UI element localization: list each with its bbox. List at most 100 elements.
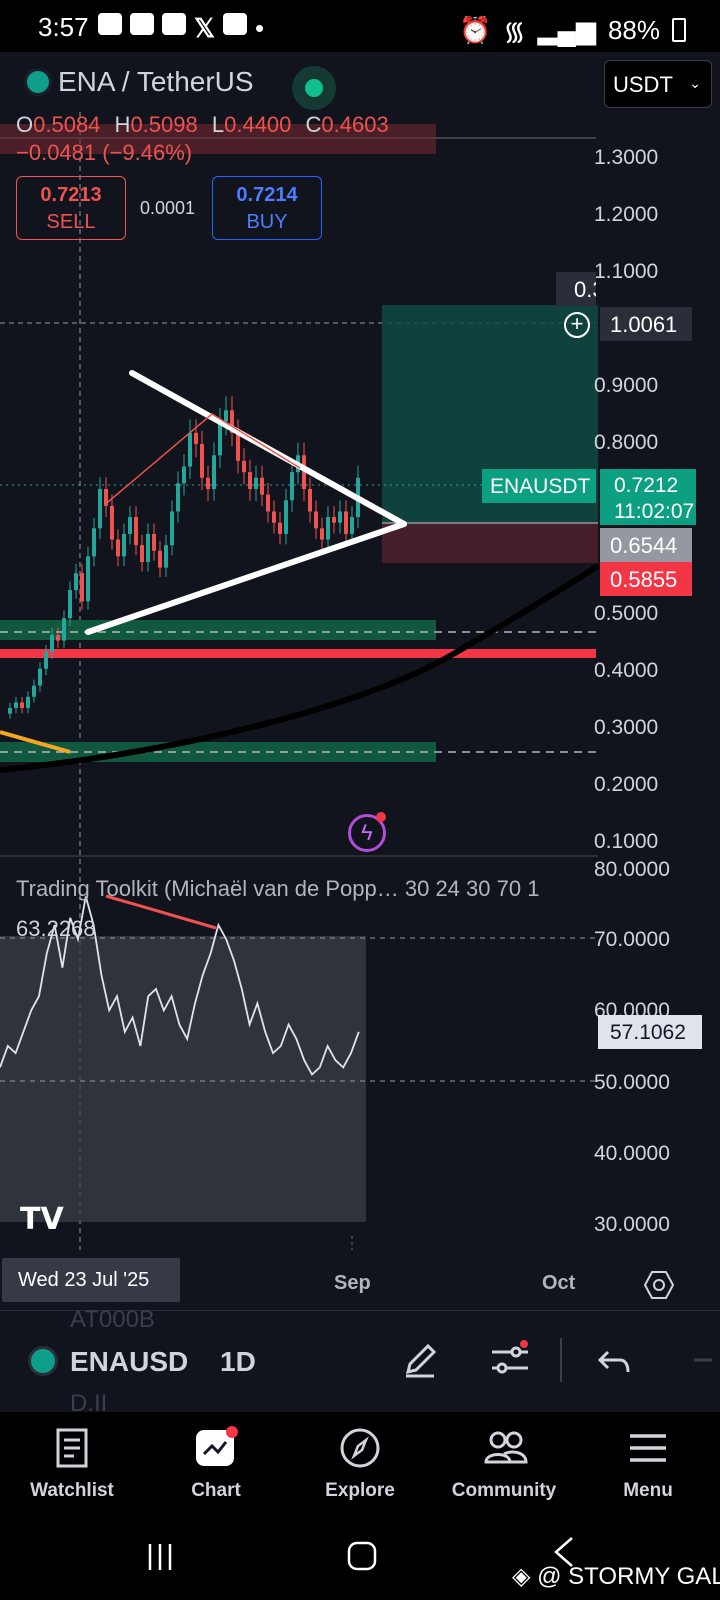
entry-price-tag: 0.6544 xyxy=(600,528,692,562)
nav-community[interactable]: Community xyxy=(432,1412,576,1520)
youtube-icon xyxy=(222,13,247,35)
price-tick: 0.5000 xyxy=(594,602,659,625)
candle-body xyxy=(134,517,138,546)
toolbar-symbol[interactable]: ENAUSD xyxy=(70,1346,189,1377)
sell-price: 0.7213 xyxy=(40,184,102,206)
buy-price: 0.7214 xyxy=(236,184,298,206)
indicators-sliders-icon[interactable] xyxy=(488,1340,532,1380)
nav-chart[interactable]: Chart xyxy=(144,1412,288,1520)
currency-select[interactable]: USDT ⌄ xyxy=(604,60,712,108)
candle-body xyxy=(338,511,342,523)
status-bar: 3:57 𝕏 • ⏰ ᯾ ▂▄▆ 88% xyxy=(0,0,720,52)
price-tick: 0.8000 xyxy=(594,431,659,454)
price-tick: 1.3000 xyxy=(594,146,659,169)
buy-button[interactable]: 0.7214 BUY xyxy=(212,176,322,240)
spread-value: 0.0001 xyxy=(140,198,196,218)
crosshair-price-tag: 1.0061 xyxy=(600,307,692,341)
binance-logo-icon: ◈ xyxy=(512,1563,531,1590)
candle-body xyxy=(140,545,144,563)
cursor-date: Wed 23 Jul '25 xyxy=(2,1258,180,1302)
price-tick: 0.1000 xyxy=(594,830,659,853)
indicator-title[interactable]: Trading Toolkit (Michaël van de Popp… 30… xyxy=(16,876,540,901)
sell-label: SELL xyxy=(46,211,96,233)
dot-icon: • xyxy=(254,13,265,43)
candle-body xyxy=(128,517,132,534)
candle-body xyxy=(218,421,222,456)
drawing-pen-icon[interactable] xyxy=(400,1340,440,1380)
candle-body xyxy=(26,696,30,709)
candle-body xyxy=(44,651,48,669)
undo-icon[interactable] xyxy=(596,1344,632,1380)
wifi-icon: ᯾ xyxy=(503,16,526,46)
close-label: C xyxy=(305,112,322,137)
watchlist-icon xyxy=(56,1428,88,1468)
redo-icon[interactable] xyxy=(692,1344,712,1380)
rsi-divergence-line xyxy=(105,894,217,930)
nav-watchlist[interactable]: Watchlist xyxy=(0,1412,144,1520)
low-label: L xyxy=(211,112,225,137)
candle-body xyxy=(332,517,336,523)
nav-menu[interactable]: Menu xyxy=(576,1412,720,1520)
time-label-sep: Sep xyxy=(334,1272,371,1294)
candle-body xyxy=(320,528,324,540)
buy-label: BUY xyxy=(246,211,288,233)
candle-body xyxy=(146,533,150,563)
rsi-tick: 50.0000 xyxy=(594,1071,670,1094)
green-dot-icon xyxy=(305,79,323,97)
battery-level: 88% xyxy=(607,14,660,45)
candle-body xyxy=(350,517,354,534)
high-label: H xyxy=(114,112,131,137)
chart-header xyxy=(0,52,720,112)
candle-body xyxy=(104,489,108,506)
candle-body xyxy=(158,550,162,568)
candle-body xyxy=(170,511,174,546)
sell-button[interactable]: 0.7213 SELL xyxy=(16,176,126,240)
nav-explore[interactable]: Explore xyxy=(288,1412,432,1520)
home-icon[interactable] xyxy=(346,1540,378,1572)
last-price: 0.7212 xyxy=(614,474,679,497)
candle-body xyxy=(302,455,306,489)
tradingview-logo-icon: TV xyxy=(20,1202,64,1237)
market-open-indicator xyxy=(292,66,336,110)
high-value: 0.5098 xyxy=(130,112,198,137)
toolbar-interval[interactable]: 1D xyxy=(220,1346,256,1377)
time-label-oct: Oct xyxy=(542,1272,576,1294)
chart-settings-icon[interactable] xyxy=(644,1270,674,1300)
candle-body xyxy=(284,500,288,534)
bar-countdown: 11:02:07 xyxy=(614,500,695,523)
candle-body xyxy=(194,432,198,445)
candle-body xyxy=(92,528,96,557)
nav-label: Menu xyxy=(623,1480,673,1501)
candle-body xyxy=(116,539,120,557)
candle-body xyxy=(50,635,54,652)
candle-body xyxy=(242,460,246,473)
rsi-tick: 80.0000 xyxy=(594,858,670,881)
candle-body xyxy=(236,432,240,461)
candle-body xyxy=(224,410,228,422)
price-tick: 0.3000 xyxy=(594,716,659,739)
resistance-line xyxy=(0,649,596,658)
nav-label: Community xyxy=(451,1480,557,1501)
open-value: 0.5084 xyxy=(33,112,101,137)
alarm-icon: ⏰ xyxy=(459,14,492,45)
candle-body xyxy=(254,477,258,489)
candle-body xyxy=(200,444,204,478)
candle-body xyxy=(308,489,312,512)
candle-body xyxy=(176,483,180,512)
rsi-tick: 30.0000 xyxy=(594,1213,670,1236)
symbol-title[interactable]: ENA / TetherUS xyxy=(58,66,254,97)
candle-body xyxy=(206,477,210,489)
x-icon: 𝕏 xyxy=(194,13,215,43)
chart-icon xyxy=(196,1426,238,1466)
status-time: 3:57 xyxy=(38,12,89,42)
candle-body xyxy=(56,635,60,641)
crosshair-add-icon[interactable]: + xyxy=(564,312,590,338)
recent-apps-icon[interactable] xyxy=(146,1542,176,1572)
close-value: 0.4603 xyxy=(321,112,389,137)
lightning-icon[interactable]: ϟ xyxy=(348,814,386,852)
pattern-outline xyxy=(107,413,301,503)
back-icon[interactable] xyxy=(552,1536,576,1568)
youtube-icon xyxy=(162,13,186,35)
price-tick: 1.1000 xyxy=(594,260,659,283)
candle-body xyxy=(86,556,90,602)
